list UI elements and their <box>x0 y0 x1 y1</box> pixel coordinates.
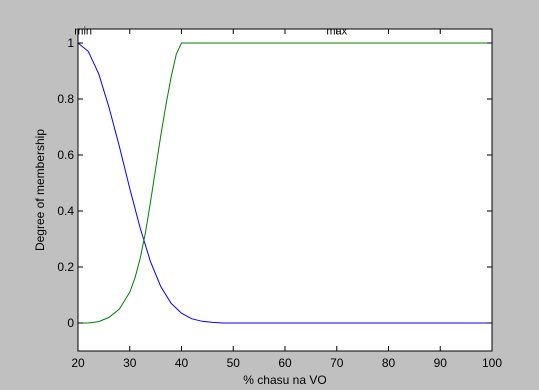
x-tick-label: 60 <box>278 356 292 370</box>
x-tick-label: 40 <box>175 356 189 370</box>
x-tick-label: 80 <box>382 356 396 370</box>
y-tick-label: 0 <box>67 316 74 330</box>
x-tick-label: 100 <box>482 356 502 370</box>
y-tick-label: 0.8 <box>57 92 74 106</box>
y-axis-label: Degree of membership <box>33 129 47 251</box>
x-tick-label: 30 <box>123 356 137 370</box>
annotation-layer: min max <box>74 26 347 38</box>
plot-area <box>77 28 493 352</box>
series-line-max <box>78 42 492 324</box>
x-axis-label: % chasu na VO <box>243 373 326 387</box>
annotation-max: max <box>326 26 347 38</box>
series-line-min <box>77 42 492 324</box>
x-tick-label: 50 <box>227 356 241 370</box>
x-tick-label: 90 <box>434 356 448 370</box>
y-tick-label: 1 <box>67 36 74 50</box>
y-tick-label: 0.2 <box>57 260 74 274</box>
y-tick-label: 0.6 <box>57 148 74 162</box>
y-tick-label: 0.4 <box>57 204 74 218</box>
x-tick-label: 20 <box>71 356 85 370</box>
annotation-min: min <box>74 26 92 38</box>
tick-layer: 20 30 40 50 60 70 80 90 100 0 0.2 0.4 0.6 0.8 1 <box>57 29 502 370</box>
series-layer <box>77 42 492 324</box>
x-tick-label: 70 <box>330 356 344 370</box>
